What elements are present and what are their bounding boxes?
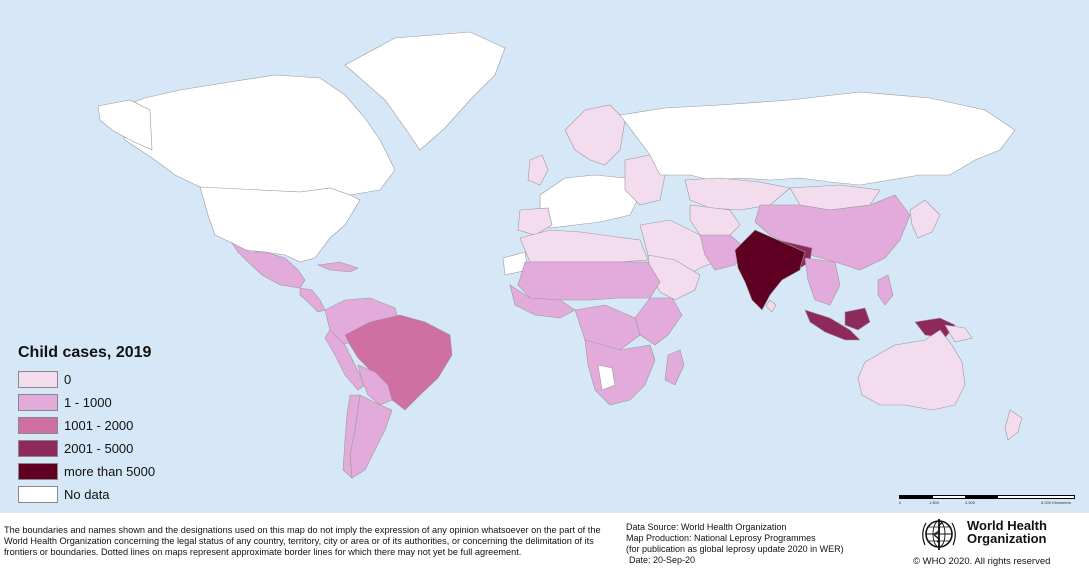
country-indonesia-borneo — [844, 307, 871, 331]
scale-tick: 6,000 Kilometers — [1041, 500, 1072, 505]
legend-item: No data — [18, 483, 170, 506]
legend-swatch — [18, 417, 58, 434]
country-japan-korea — [909, 199, 941, 239]
country-greenland — [344, 31, 506, 151]
country-scandinavia — [564, 104, 626, 166]
country-chile — [342, 394, 361, 479]
country-mexico — [231, 242, 306, 289]
country-brazil — [344, 314, 453, 411]
source-info: Data Source: World Health Organization M… — [626, 522, 886, 566]
legend-swatch — [18, 486, 58, 503]
legend-label: 1 - 1000 — [64, 395, 112, 410]
who-name: World Health Organization — [967, 519, 1047, 545]
legend-swatch — [18, 440, 58, 457]
country-sri-lanka — [765, 299, 777, 313]
country-indonesia-west — [804, 309, 861, 341]
disclaimer-text: The boundaries and names shown and the d… — [4, 525, 601, 558]
country-west-africa — [509, 284, 576, 319]
scale-tick: 1,500 — [929, 500, 940, 505]
scale-bar: 0 1,500 3,000 6,000 Kilometers — [899, 495, 1075, 505]
publication-note: (for publication as global leprosy updat… — [626, 544, 844, 554]
map-production: Map Production: National Leprosy Program… — [626, 533, 816, 543]
map-date: Date: 20-Sep-20 — [629, 555, 696, 565]
country-peru-ecuador — [324, 329, 366, 391]
country-central-america — [299, 287, 326, 313]
who-logo: World Health Organization — [919, 516, 1089, 552]
country-philippines — [877, 274, 894, 306]
who-emblem-icon — [922, 519, 956, 550]
country-cuba — [316, 261, 359, 273]
country-china — [754, 194, 911, 271]
country-russia — [619, 91, 1016, 186]
legend-label: 0 — [64, 372, 72, 387]
country-canada — [111, 74, 396, 196]
legend-title: Child cases, 2019 — [18, 344, 152, 361]
legend-item: 1001 - 2000 — [18, 414, 170, 437]
legend-swatch — [18, 394, 58, 411]
scale-bar-segment — [965, 496, 998, 498]
country-pakistan-afghanistan — [699, 234, 746, 271]
legend-item: 2001 - 5000 — [18, 437, 170, 460]
legend-item: more than 5000 — [18, 460, 170, 483]
world-map — [0, 0, 1089, 513]
country-usa — [199, 186, 361, 263]
scale-bar-segment — [900, 496, 933, 498]
scale-tick: 3,000 — [965, 500, 976, 505]
legend-label: 2001 - 5000 — [64, 441, 134, 456]
country-uk — [527, 154, 549, 186]
legend-item: 0 — [18, 368, 170, 391]
country-madagascar — [664, 349, 685, 386]
country-namibia — [597, 364, 616, 391]
country-papua-new-guinea — [944, 324, 973, 343]
country-alaska — [97, 99, 153, 151]
country-bolivia-paraguay — [357, 364, 393, 406]
legend-swatch — [18, 463, 58, 480]
country-bangladesh-nepal — [777, 239, 813, 269]
country-iberia — [517, 207, 553, 236]
country-australia — [857, 329, 966, 411]
country-sahel — [517, 261, 661, 301]
country-southeast-asia — [804, 257, 841, 306]
legend-item: 1 - 1000 — [18, 391, 170, 414]
legend-label: 1001 - 2000 — [64, 418, 134, 433]
country-india — [734, 229, 806, 311]
data-source: Data Source: World Health Organization — [626, 522, 787, 532]
scale-tick: 0 — [899, 500, 902, 505]
copyright-text: © WHO 2020. All rights reserved — [913, 556, 1051, 567]
legend-swatch — [18, 371, 58, 388]
who-name-line2: Organization — [967, 531, 1047, 546]
country-new-zealand — [1004, 409, 1023, 441]
legend-label: more than 5000 — [64, 464, 156, 479]
legend-label: No data — [64, 487, 110, 502]
who-name-line1: World Health — [967, 518, 1047, 533]
map-legend: Child cases, 2019 0 1 - 1000 1001 - 2000… — [18, 344, 170, 506]
